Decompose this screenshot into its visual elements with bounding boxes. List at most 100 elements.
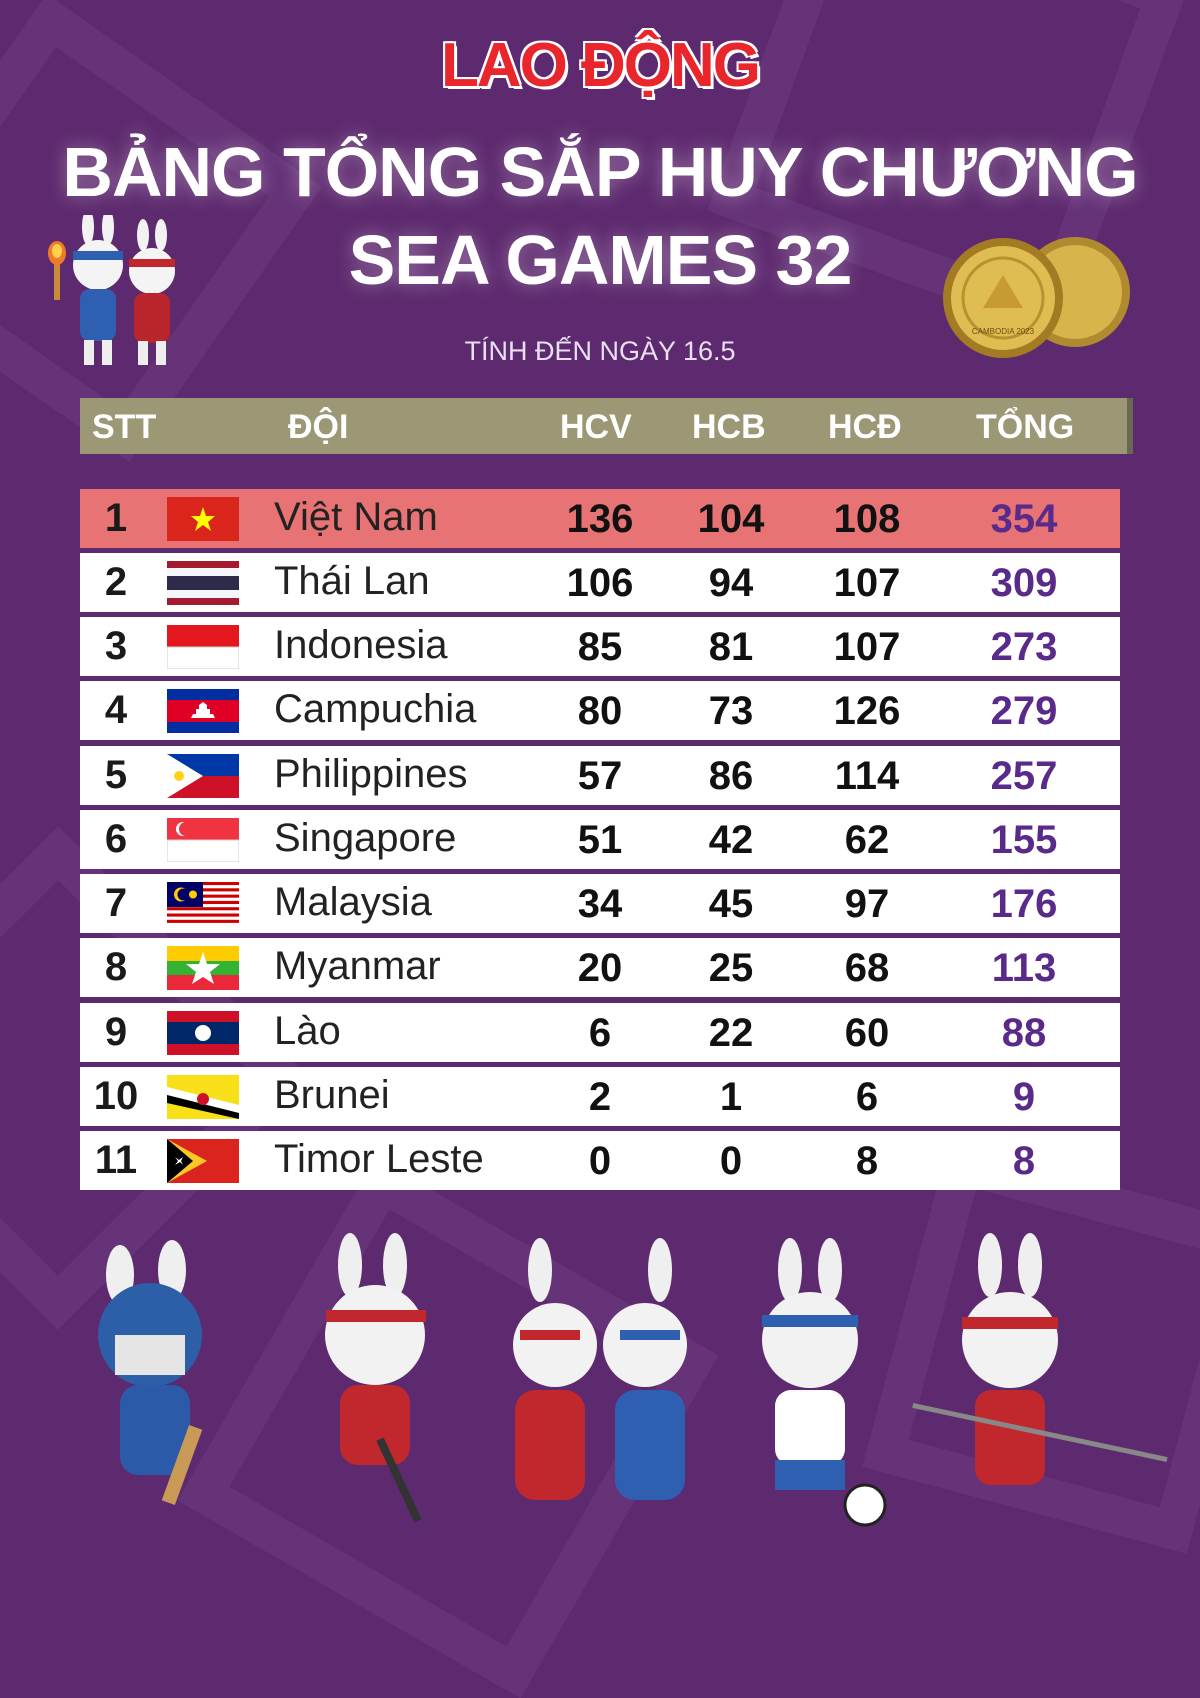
gold-cell: 57 — [577, 754, 623, 798]
brunei-flag-icon — [167, 1075, 239, 1119]
total-cell: 113 — [991, 946, 1057, 990]
team-name-cell: Timor Leste — [274, 1137, 484, 1181]
gold-cell: 106 — [566, 561, 634, 605]
rank-cell: 8 — [104, 945, 128, 989]
rabbit-mascot-icon — [129, 219, 175, 365]
bronze-cell: 107 — [833, 561, 901, 605]
team-name-cell: Việt Nam — [274, 495, 438, 539]
team-name-cell: Myanmar — [274, 944, 441, 988]
rank-cell: 4 — [104, 688, 128, 732]
team-name-cell: Thái Lan — [274, 559, 430, 603]
page-title-line1: BẢNG TỔNG SẮP HUY CHƯƠNG — [62, 133, 1138, 211]
total-cell: 9 — [1012, 1075, 1036, 1119]
silver-cell: 73 — [708, 689, 754, 733]
total-cell: 176 — [990, 882, 1058, 926]
team-name-cell: Indonesia — [274, 623, 448, 667]
hockey-rabbit-mascot-icon — [325, 1233, 426, 1523]
total-cell: 309 — [990, 561, 1058, 605]
gold-cell: 136 — [566, 497, 634, 541]
gold-cell: 34 — [577, 882, 623, 926]
timor-leste-flag-icon — [167, 1139, 239, 1183]
silver-cell: 0 — [719, 1139, 743, 1183]
table-row: 2 Thái Lan 106 94 107 309 — [80, 553, 1120, 612]
javelin-rabbit-mascot-icon — [912, 1233, 1168, 1485]
table-header: STT ĐỘI HCV HCB HCĐ TỔNG — [80, 398, 1127, 454]
gold-cell: 6 — [588, 1011, 612, 1055]
bronze-cell: 126 — [833, 689, 901, 733]
thailand-flag-icon — [167, 561, 239, 605]
vietnam-flag-icon — [167, 497, 239, 541]
team-name-cell: Singapore — [274, 816, 457, 860]
bronze-cell: 68 — [844, 946, 890, 990]
bronze-cell: 62 — [844, 818, 890, 862]
table-row: 4 Campuchia 80 73 126 279 — [80, 681, 1120, 740]
logo-text: LAO ĐỘNG — [440, 31, 761, 100]
silver-cell: 104 — [697, 497, 765, 541]
gold-cell: 85 — [577, 625, 623, 669]
silver-cell: 42 — [708, 818, 754, 862]
header-gold: HCV — [560, 408, 632, 446]
laos-flag-icon — [167, 1011, 239, 1055]
page-title-line2: SEA GAMES 32 — [348, 221, 853, 299]
team-name-cell: Campuchia — [274, 687, 477, 731]
malaysia-flag-icon — [167, 882, 239, 926]
philippines-flag-icon — [167, 754, 239, 798]
silver-cell: 86 — [708, 754, 754, 798]
header-total: TỔNG — [976, 408, 1075, 446]
rank-cell: 2 — [104, 560, 128, 604]
header-bronze: HCĐ — [828, 408, 902, 446]
rank-cell: 1 — [104, 496, 128, 540]
gold-cell: 0 — [588, 1139, 612, 1183]
torch-icon — [48, 241, 66, 300]
rank-cell: 11 — [94, 1138, 138, 1182]
rank-cell: 5 — [104, 753, 128, 797]
table-row: 6 Singapore 51 42 62 155 — [80, 810, 1120, 869]
table-row: 5 Philippines 57 86 114 257 — [80, 746, 1120, 805]
table-row: 8 Myanmar 20 25 68 113 — [80, 938, 1120, 997]
team-name-cell: Lào — [274, 1009, 341, 1053]
table-row: 11 Timor Leste 0 0 8 8 — [80, 1131, 1120, 1190]
gold-cell: 80 — [577, 689, 623, 733]
medal-text: CAMBODIA 2023 — [972, 327, 1035, 336]
cambodia-flag-icon — [167, 689, 239, 733]
table-row: 7 Malaysia 34 45 97 176 — [80, 874, 1120, 933]
team-name-cell: Brunei — [274, 1073, 390, 1117]
gold-cell: 51 — [577, 818, 623, 862]
header-silver: HCB — [692, 408, 766, 446]
total-cell: 354 — [990, 497, 1058, 541]
bronze-cell: 60 — [844, 1011, 890, 1055]
gold-cell: 2 — [588, 1075, 612, 1119]
table-row: 3 Indonesia 85 81 107 273 — [80, 617, 1120, 676]
total-cell: 155 — [990, 818, 1058, 862]
silver-cell: 1 — [719, 1075, 743, 1119]
gold-cell: 20 — [577, 946, 623, 990]
silver-cell: 81 — [708, 625, 754, 669]
silver-cell: 45 — [708, 882, 754, 926]
table-row: 10 Brunei 2 1 6 9 — [80, 1067, 1120, 1126]
singapore-flag-icon — [167, 818, 239, 862]
table-row: 9 Lào 6 22 60 88 — [80, 1003, 1120, 1062]
gold-medal-illustration: CAMBODIA 2023 — [943, 237, 1130, 358]
lao-dong-logo: LAO ĐỘNG — [0, 30, 1200, 101]
total-cell: 273 — [990, 625, 1058, 669]
team-name-cell: Philippines — [274, 752, 468, 796]
rabbit-mascot-icon — [73, 215, 123, 365]
rank-cell: 7 — [104, 881, 128, 925]
bronze-cell: 97 — [844, 882, 890, 926]
rank-cell: 9 — [104, 1010, 128, 1054]
rank-cell: 3 — [104, 624, 128, 668]
team-name-cell: Malaysia — [274, 880, 432, 924]
bronze-cell: 108 — [833, 497, 901, 541]
bronze-cell: 6 — [855, 1075, 879, 1119]
silver-cell: 22 — [708, 1011, 754, 1055]
total-cell: 8 — [1012, 1139, 1036, 1183]
bronze-cell: 107 — [833, 625, 901, 669]
header-stt: STT — [92, 408, 157, 446]
sport-mascots-illustration — [98, 1233, 1168, 1527]
bronze-cell: 114 — [834, 754, 900, 798]
silver-cell: 25 — [708, 946, 754, 990]
table-row: 1 Việt Nam 136 104 108 354 — [80, 489, 1120, 548]
wrestling-rabbits-mascot-icon — [513, 1238, 687, 1500]
rank-cell: 6 — [104, 817, 128, 861]
silver-cell: 94 — [708, 561, 754, 605]
